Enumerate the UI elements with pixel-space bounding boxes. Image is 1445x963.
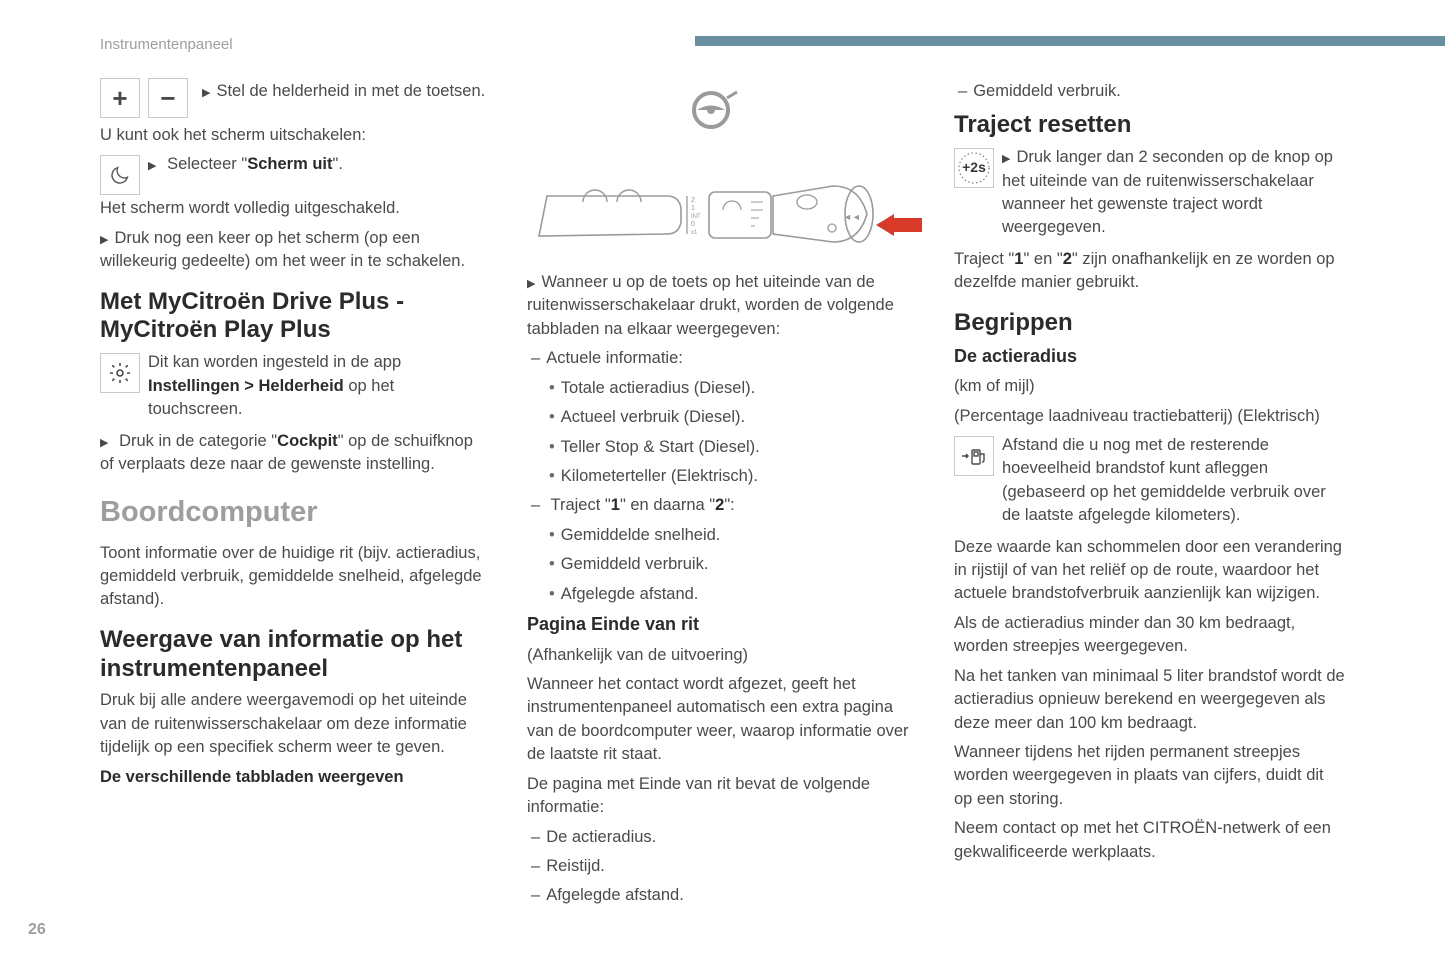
steering-wheel-icon [691,84,739,132]
einde-p1: Wanneer het contact wordt afgezet, geeft… [527,673,918,767]
reset-instruction: Druk langer dan 2 seconden op de knop op… [1002,146,1345,240]
reset-note: Traject "1" en "2" zijn onafhankelijk en… [954,248,1345,295]
list-item: De actieradius. [531,826,918,849]
moon-icon [100,155,140,195]
list-item: Afgelegde afstand. [549,583,918,606]
fuel-text: Afstand die u nog met de resterende hoev… [1002,434,1345,528]
list-item: Gemiddelde snelheid. [549,524,918,547]
settings-bold: Instellingen > Helderheid [148,377,344,395]
list-item: Kilometerteller (Elektrisch). [549,465,918,488]
header-section-title: Instrumentenpaneel [100,36,233,53]
traject-2: 2 [715,496,724,514]
list-item: Afgelegde afstand. [531,884,918,907]
reset-2: 2 [1063,250,1072,268]
screen-off-post: ". [333,155,343,173]
wiper-stalk-icon: 2 1 INT 0 x1 ◄◄ [537,166,897,256]
traject-label: Traject "1" en daarna "2": [531,494,918,517]
settings-pre: Dit kan worden ingesteld in de app [148,353,401,371]
list-item: Totale actieradius (Diesel). [549,377,918,400]
header-stripe [695,36,1445,46]
einde-dependency: (Afhankelijk van de uitvoering) [527,644,918,667]
boordcomputer-desc: Toont informatie over de huidige rit (bi… [100,542,491,612]
heading-actieradius: De actieradius [954,344,1345,370]
page-content: + − Stel de helderheid in met de toetsen… [100,78,1345,913]
heading-begrippen: Begrippen [954,309,1345,338]
heading-weergave: Weergave van informatie op het instrumen… [100,626,491,684]
heading-boordcomputer: Boordcomputer [100,492,491,533]
col3-top-dash: Gemiddeld verbruik. [958,80,1345,103]
screen-off-select: Selecteer "Scherm uit". [148,153,491,176]
fuel-range-icon [954,436,994,476]
traject-mid: " en daarna " [620,496,715,514]
brightness-instruction: Stel de helderheid in met de toetsen. [202,80,485,112]
svg-text:0: 0 [691,221,695,228]
cockpit-text: Druk in de categorie "Cockpit" op de sch… [100,430,491,477]
screen-off-intro: U kunt ook het scherm uitschakelen: [100,124,491,147]
einde-p2: De pagina met Einde van rit bevat de vol… [527,773,918,820]
page-number: 26 [28,921,46,939]
heading-reset: Traject resetten [954,111,1345,140]
actieradius-p3: Na het tanken van minimaal 5 liter brand… [954,665,1345,735]
list-item: Gemiddeld verbruik. [549,553,918,576]
list-item: Reistijd. [531,855,918,878]
reset-pre: Traject " [954,250,1014,268]
traject-pre: Traject " [550,496,610,514]
screen-off-result: Het scherm wordt volledig uitgeschakeld. [100,197,491,220]
heading-einde-rit: Pagina Einde van rit [527,612,918,638]
screen-on-again: Druk nog een keer op het scherm (op een … [100,227,491,274]
svg-text:x1: x1 [691,230,698,236]
actieradius-unit: (km of mijl) [954,375,1345,398]
reset-mid: " en " [1023,250,1062,268]
gear-icon [100,353,140,393]
list-item: Actueel verbruik (Diesel). [549,406,918,429]
brightness-minus-button[interactable]: − [148,78,188,118]
cockpit-bold: Cockpit [277,432,338,450]
actieradius-p5: Neem contact op met het CITROËN-netwerk … [954,817,1345,864]
actuele-info-label: Actuele informatie: [531,347,918,370]
actieradius-p4: Wanneer tijdens het rijden permanent str… [954,741,1345,811]
list-item: Teller Stop & Start (Diesel). [549,436,918,459]
heading-mycitroen: Met MyCitroën Drive Plus - MyCitroën Pla… [100,288,491,346]
weergave-desc: Druk bij alle andere weergavemodi op het… [100,689,491,759]
tabbladen-heading: De verschillende tabbladen weergeven [100,766,491,789]
screen-off-bold: Scherm uit [247,155,332,173]
red-arrow-icon [876,214,922,236]
svg-text:2: 2 [691,197,695,204]
svg-text:INT: INT [691,214,701,220]
traject-post: ": [724,496,734,514]
settings-text: Dit kan worden ingesteld in de app Inste… [148,351,491,421]
svg-text:+2s: +2s [962,159,986,175]
press-stalk-text: Wanneer u op de toets op het uiteinde va… [527,271,918,341]
actieradius-p1: Deze waarde kan schommelen door een vera… [954,536,1345,606]
actieradius-pct: (Percentage laadniveau tractiebatterij) … [954,405,1345,428]
screen-off-pre: Selecteer " [167,155,247,173]
wiper-stalk-figure: 2 1 INT 0 x1 ◄◄ [527,78,918,263]
cockpit-pre: Druk in de categorie " [119,432,277,450]
traject-1: 1 [611,496,620,514]
svg-text:1: 1 [691,205,695,212]
plus-2s-icon: +2s [954,148,994,188]
brightness-plus-button[interactable]: + [100,78,140,118]
actieradius-p2: Als de actieradius minder dan 30 km bedr… [954,612,1345,659]
